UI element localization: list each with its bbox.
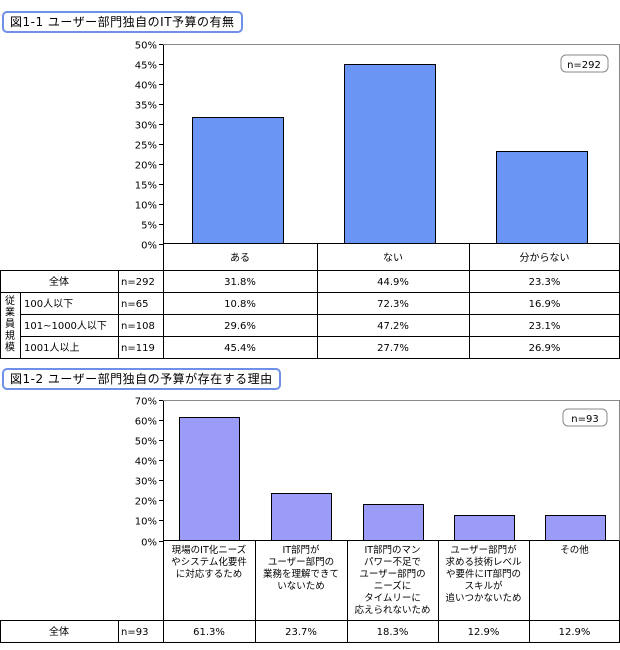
chart1-row-value: 23.3% [529, 277, 561, 288]
chart2-n-label: n=93 [571, 414, 598, 425]
chart2-row-value: 61.3% [193, 627, 225, 638]
chart2-category-label: パワー不足で [364, 557, 421, 568]
chart2-y-tick-label: 0% [141, 538, 157, 549]
chart1-group-label-char: 業 [5, 306, 15, 319]
chart1-y-tick-label: 15% [135, 181, 157, 192]
chart2-row-n: n=93 [121, 627, 148, 638]
chart2-category-label: ユーザー部門が [450, 544, 517, 556]
chart1-row-value: 16.9% [529, 299, 561, 310]
chart1-y-tick-label: 35% [135, 101, 157, 112]
chart1-title: 図1-1 ユーザー部門独自のIT予算の有無 [2, 11, 243, 33]
chart1-bar [496, 151, 588, 244]
chart2-category-label: ユーザー部門の [268, 556, 334, 568]
chart2-y-tick-label: 40% [135, 457, 157, 468]
chart2-bar [454, 515, 515, 541]
chart1-y-tick-label: 45% [135, 61, 157, 72]
chart2-y-tick-label: 60% [135, 417, 157, 428]
chart1-category-label: ない [383, 252, 403, 264]
chart1-row-label: 1001人以上 [24, 342, 79, 354]
chart1-row-n: n=292 [121, 277, 155, 288]
chart2-category-label: 応えられないため [354, 604, 430, 616]
chart2-row-label: 全体 [49, 625, 69, 638]
chart1-y-tick-label: 50% [135, 41, 157, 52]
chart1-row-value: 44.9% [377, 277, 409, 288]
chart1-y-tick-label: 5% [141, 221, 157, 232]
chart2-category-label: やシステム化要件 [171, 556, 247, 568]
chart2-bar [545, 515, 606, 541]
chart2-category-label: や要件にIT部門の [446, 568, 521, 580]
chart1-row-value: 10.8% [224, 299, 256, 310]
chart2-category-label: IT部門が [282, 544, 320, 556]
chart2-category-label: スキルが [464, 580, 503, 592]
chart1-y-tick-label: 0% [141, 241, 157, 252]
chart1-n-label: n=292 [567, 60, 601, 71]
chart2-category-label: 追いつかないため [445, 592, 521, 604]
chart1-row-n: n=108 [121, 321, 155, 332]
chart1-row-label: 100人以下 [24, 298, 73, 310]
chart1-row-label: 全体 [49, 275, 69, 288]
chart1-row-value: 27.7% [377, 343, 409, 354]
chart1-group-label-char: 従 [5, 294, 15, 307]
chart1-row-value: 31.8% [224, 277, 256, 288]
chart1-row-value: 47.2% [377, 321, 409, 332]
chart1-row-n: n=65 [121, 299, 148, 310]
chart2-title: 図1-2 ユーザー部門独自の予算が存在する理由 [2, 368, 281, 390]
chart1-row-value: 23.1% [529, 321, 561, 332]
chart2-bar [271, 493, 332, 541]
chart1-group-label-char: 員 [5, 318, 15, 330]
chart2-y-tick-label: 70% [135, 397, 157, 408]
chart2-row-value: 12.9% [559, 627, 591, 638]
chart1-y-tick-label: 10% [135, 201, 157, 212]
chart2-y-tick-label: 50% [135, 437, 157, 448]
chart2-bar [179, 417, 240, 541]
chart2-category-label: その他 [560, 544, 589, 556]
chart1-y-tick-label: 20% [135, 161, 157, 172]
chart1-category-label: 分からない [520, 252, 570, 264]
chart2-y-tick-label: 20% [135, 497, 157, 508]
chart1-group-label-char: 模 [5, 341, 15, 353]
chart1-row-value: 45.4% [224, 343, 256, 354]
chart2-category-label: IT部門のマン [364, 544, 420, 556]
chart1-category-label: ある [230, 252, 250, 264]
chart1-group-label-char: 規 [5, 330, 15, 342]
chart2-category-label: ユーザー部門の [359, 568, 425, 580]
chart1-n-box [560, 54, 609, 73]
chart1-y-tick-label: 40% [135, 81, 157, 92]
chart2-category-label: 現場のIT化ニーズ [172, 544, 247, 556]
chart1-bar [344, 64, 436, 244]
chart2-row-value: 12.9% [468, 627, 500, 638]
chart1-bar [192, 117, 284, 244]
chart1-y-tick-label: 25% [135, 141, 157, 152]
chart2-category-label: ニーズに [374, 580, 412, 592]
chart1-y-tick-label: 30% [135, 121, 157, 132]
chart2-y-tick-label: 30% [135, 477, 157, 488]
chart1-row-n: n=119 [121, 343, 155, 354]
chart2-category-label: に対応するため [176, 568, 243, 580]
chart2-bar [363, 504, 424, 541]
chart2-y-tick-label: 10% [135, 517, 157, 528]
chart2-n-box [562, 408, 608, 427]
chart1-plot: 0% 5% 10% 15% 20% 25% 30% 35% 40% 45% 50% ある ない 分からない… [0, 41, 620, 359]
chart1-row-label: 101~1000人以下 [24, 320, 107, 332]
chart1-row-value: 72.3% [377, 299, 409, 310]
chart2-row-value: 23.7% [285, 627, 317, 638]
chart1-row-value: 26.9% [529, 343, 561, 354]
chart2-category-label: 業務を理解できて [263, 568, 339, 580]
chart2-category-label: タイムリーに [364, 593, 421, 604]
chart1-row-value: 29.6% [224, 321, 256, 332]
chart2-category-label: 求める技術レベル [445, 556, 522, 568]
chart2-category-label: いないため [277, 581, 325, 592]
chart2-row-value: 18.3% [377, 627, 409, 638]
